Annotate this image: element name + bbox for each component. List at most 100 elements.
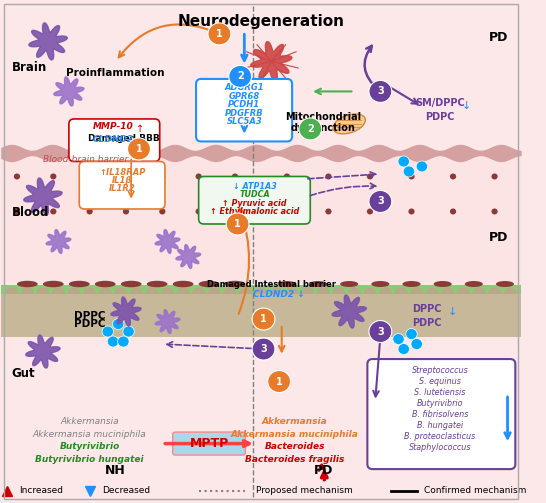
Text: Butyrivibrio hungatei: Butyrivibrio hungatei [35, 455, 144, 464]
Polygon shape [26, 335, 60, 368]
Text: Akkermansia: Akkermansia [262, 417, 328, 426]
Ellipse shape [224, 281, 245, 287]
Circle shape [393, 333, 404, 345]
Polygon shape [332, 295, 366, 328]
Text: Akkermansia: Akkermansia [60, 417, 119, 426]
Circle shape [416, 161, 428, 172]
Wedge shape [98, 288, 112, 294]
Text: Proinflammation: Proinflammation [67, 68, 165, 78]
Text: Blood: Blood [12, 207, 49, 219]
Ellipse shape [371, 281, 389, 287]
FancyBboxPatch shape [79, 161, 165, 209]
Circle shape [406, 328, 417, 340]
Ellipse shape [147, 281, 168, 287]
Polygon shape [176, 244, 201, 269]
Circle shape [195, 208, 202, 214]
Text: NH: NH [105, 464, 126, 477]
Text: Blood-brain barrier: Blood-brain barrier [43, 155, 128, 164]
Text: ↑ Pyruvic acid: ↑ Pyruvic acid [222, 199, 287, 208]
Wedge shape [52, 288, 65, 294]
Text: 3: 3 [260, 344, 267, 354]
Text: 1: 1 [135, 144, 143, 154]
Circle shape [450, 174, 456, 180]
Text: 3: 3 [377, 87, 384, 97]
Polygon shape [46, 229, 71, 254]
Text: 1: 1 [234, 219, 241, 229]
Ellipse shape [69, 281, 90, 287]
Circle shape [232, 174, 238, 180]
Circle shape [123, 326, 134, 337]
Wedge shape [114, 288, 128, 294]
Text: Bacteroides: Bacteroides [264, 442, 325, 451]
Text: ↑ Ethylmalonic acid: ↑ Ethylmalonic acid [210, 207, 299, 216]
Circle shape [252, 338, 275, 360]
Text: IL1R2: IL1R2 [109, 185, 136, 194]
Ellipse shape [278, 281, 296, 287]
Text: 1: 1 [276, 377, 282, 387]
Circle shape [229, 65, 252, 88]
Circle shape [123, 174, 129, 180]
Ellipse shape [17, 281, 38, 287]
Circle shape [367, 208, 373, 214]
Ellipse shape [496, 281, 514, 287]
Text: PDPC: PDPC [425, 113, 455, 122]
Wedge shape [192, 288, 205, 294]
Text: S. lutetiensis: S. lutetiensis [414, 388, 466, 396]
Polygon shape [251, 42, 292, 81]
Wedge shape [207, 288, 221, 294]
Text: 3: 3 [377, 197, 384, 206]
Circle shape [86, 208, 93, 214]
Ellipse shape [340, 281, 358, 287]
FancyBboxPatch shape [2, 285, 520, 294]
Text: SM/DPPC: SM/DPPC [415, 99, 465, 109]
Wedge shape [83, 288, 97, 294]
Circle shape [14, 174, 20, 180]
Wedge shape [145, 288, 159, 294]
Wedge shape [488, 288, 501, 294]
Text: Neurodegeneration: Neurodegeneration [177, 14, 345, 29]
FancyBboxPatch shape [196, 79, 292, 141]
Text: 3: 3 [377, 326, 384, 337]
Text: Akkermansia muciniphila: Akkermansia muciniphila [33, 430, 146, 439]
Circle shape [398, 156, 410, 167]
Text: Gut: Gut [12, 367, 35, 380]
Text: 2: 2 [237, 71, 244, 81]
Polygon shape [111, 297, 141, 326]
Circle shape [369, 191, 392, 212]
Wedge shape [239, 288, 252, 294]
Wedge shape [410, 288, 424, 294]
FancyBboxPatch shape [69, 119, 160, 161]
Text: SLC5A3: SLC5A3 [227, 117, 262, 126]
Text: PCDH1: PCDH1 [228, 101, 260, 110]
Wedge shape [348, 288, 361, 294]
Ellipse shape [43, 281, 64, 287]
Circle shape [108, 336, 118, 347]
FancyBboxPatch shape [173, 432, 245, 455]
Text: ↑: ↑ [136, 124, 145, 134]
Circle shape [252, 308, 275, 330]
Circle shape [232, 208, 238, 214]
Text: 1: 1 [260, 314, 267, 324]
Circle shape [403, 166, 414, 177]
Circle shape [118, 336, 129, 347]
Text: Butyrivibrio: Butyrivibrio [417, 398, 464, 407]
Polygon shape [29, 23, 67, 60]
FancyBboxPatch shape [2, 294, 520, 337]
Wedge shape [456, 288, 470, 294]
Polygon shape [155, 229, 180, 254]
Text: Proposed mechanism: Proposed mechanism [256, 486, 353, 495]
Wedge shape [254, 288, 268, 294]
Text: B. hungatei: B. hungatei [417, 421, 463, 430]
Wedge shape [394, 288, 408, 294]
Wedge shape [161, 288, 174, 294]
Wedge shape [301, 288, 314, 294]
Circle shape [367, 174, 373, 180]
Text: DPPC: DPPC [74, 311, 105, 321]
Circle shape [284, 208, 290, 214]
Wedge shape [67, 288, 81, 294]
Text: PDPC: PDPC [74, 318, 105, 328]
Wedge shape [379, 288, 392, 294]
Text: 1: 1 [216, 29, 223, 39]
Text: PDGFRB: PDGFRB [225, 109, 264, 118]
Wedge shape [472, 288, 486, 294]
